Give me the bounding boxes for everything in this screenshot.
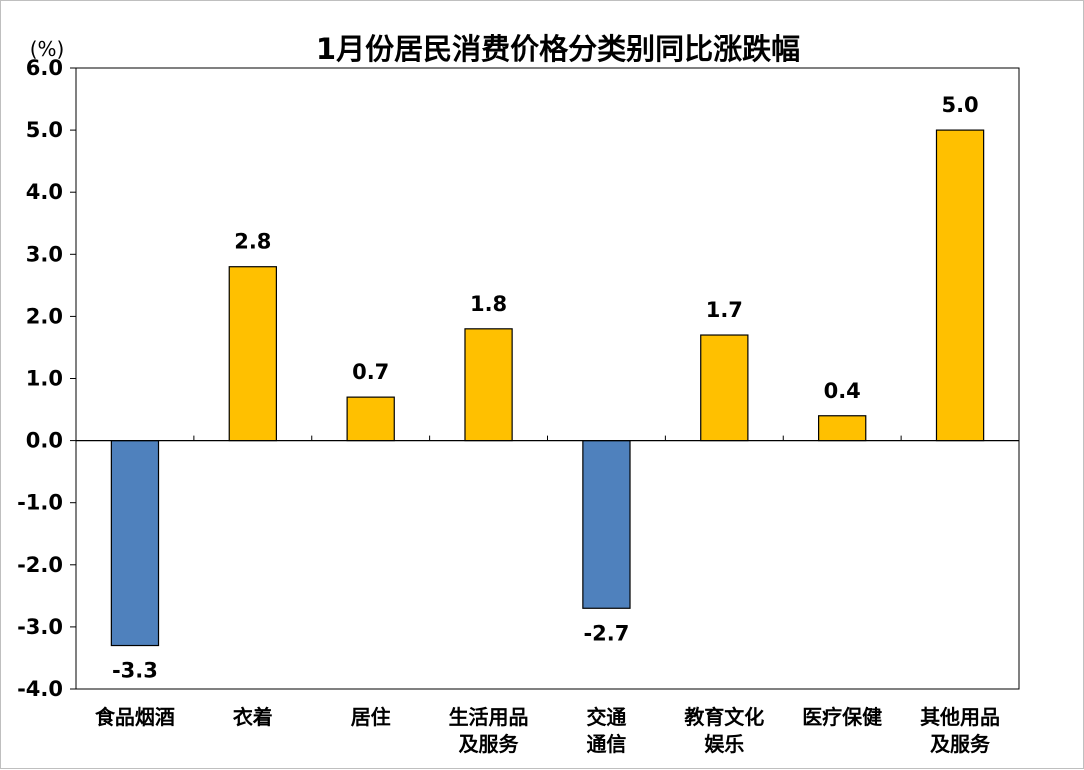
category-label: 食品烟酒 xyxy=(95,705,175,729)
zero-axis xyxy=(76,435,1019,442)
category-label: 其他用品 xyxy=(920,705,1000,729)
bars xyxy=(110,129,985,647)
y-axis-unit: (%) xyxy=(30,37,65,61)
y-axis: 6.0 5.0 4.0 3.0 2.0 1.0 0.0 -1.0 -2.0 -3.0 -4.0 xyxy=(17,56,76,701)
data-label: 0.7 xyxy=(352,360,389,384)
data-label: -2.7 xyxy=(583,621,629,645)
y-tick-label: 1.0 xyxy=(26,367,63,391)
y-tick-label: 5.0 xyxy=(26,118,63,142)
category-label: 及服务 xyxy=(459,732,520,756)
y-tick-label: -2.0 xyxy=(17,553,63,577)
category-label: 及服务 xyxy=(930,732,991,756)
plot-area xyxy=(75,67,1020,690)
category-label: 通信 xyxy=(586,732,626,756)
chart-title: 1月份居民消费价格分类别同比涨跌幅 xyxy=(316,32,800,66)
bar xyxy=(110,440,160,647)
bar xyxy=(935,129,985,442)
category-label: 医疗保健 xyxy=(802,705,882,729)
category-label: 交通 xyxy=(586,705,626,729)
bar xyxy=(346,396,395,442)
category-label: 衣着 xyxy=(233,705,273,729)
category-label: 生活用品 xyxy=(449,705,529,729)
bar xyxy=(700,334,749,442)
y-tick-label: 4.0 xyxy=(26,180,63,204)
y-tick-label: -1.0 xyxy=(17,491,63,515)
data-label: 2.8 xyxy=(234,230,271,254)
y-tick-label: -3.0 xyxy=(17,615,63,639)
bar xyxy=(464,328,513,442)
bar xyxy=(818,415,867,442)
category-label: 教育文化 xyxy=(684,705,764,729)
bar xyxy=(582,440,631,609)
data-label: 5.0 xyxy=(941,93,978,117)
y-tick-label: -4.0 xyxy=(17,677,63,701)
category-label: 娱乐 xyxy=(704,732,744,756)
data-label: -3.3 xyxy=(112,659,158,683)
y-tick-label: 2.0 xyxy=(26,304,63,328)
category-label: 居住 xyxy=(351,705,391,729)
data-labels: -3.3 2.8 0.7 1.8 -2.7 1.7 0.4 5.0 xyxy=(112,93,979,682)
y-tick-label: 6.0 xyxy=(26,56,63,80)
data-label: 1.8 xyxy=(470,292,507,316)
y-tick-label: 3.0 xyxy=(26,242,63,266)
y-tick-label: 0.0 xyxy=(26,429,63,453)
data-label: 0.4 xyxy=(824,379,861,403)
data-label: 1.7 xyxy=(706,298,743,322)
bar xyxy=(228,266,277,442)
